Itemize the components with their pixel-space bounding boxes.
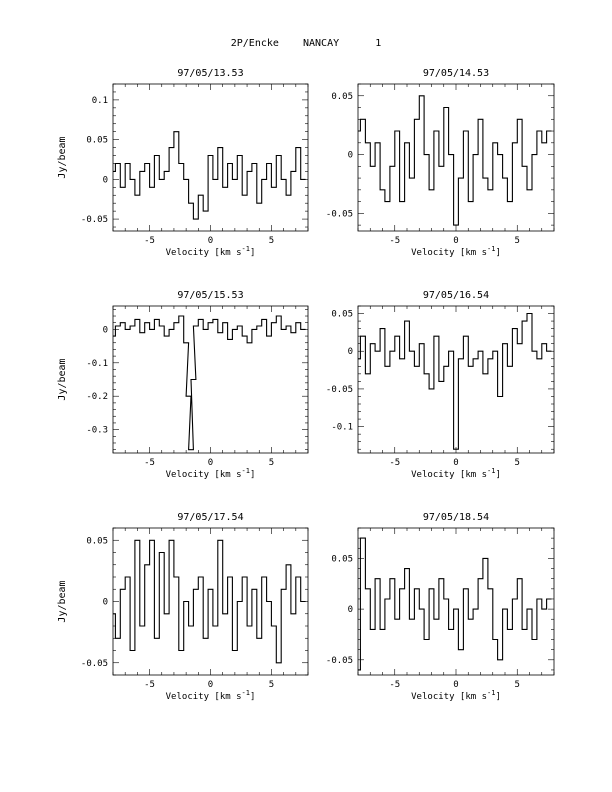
x-tick-label: 5 (515, 236, 520, 246)
x-tick-label: 0 (208, 236, 213, 246)
y-tick-label: 0.1 (92, 96, 108, 106)
panel-4: -5 0 5 -0.1 -0.05 0 0.05 97/05/16.54 Velocity [k… (326, 290, 555, 480)
plot-frame (112, 527, 309, 676)
x-tick-label: 5 (515, 680, 520, 690)
y-tick-label: -0.2 (86, 392, 108, 402)
plot-frame (357, 305, 555, 454)
spectrum-line (358, 537, 552, 671)
panel-1: -5 0 5 -0.05 0 0.05 0.1 97/05/13.53 Velocity [km… (57, 68, 309, 258)
x-tick-label: 0 (208, 458, 213, 468)
x-axis-label: Velocity [km s-1] (166, 467, 256, 480)
x-axis-label: Velocity [km s-1] (166, 689, 256, 702)
y-axis-label: Jy/beam (57, 580, 68, 622)
y-tick-label: 0.05 (331, 310, 353, 320)
y-tick-label: 0.05 (331, 554, 353, 564)
x-tick-label: 0 (453, 680, 458, 690)
x-tick-label: -5 (389, 458, 400, 468)
y-tick-label: -0.05 (81, 215, 108, 225)
panel-6: -5 0 5 -0.05 0 0.05 97/05/18.54 Velocity [km s-… (326, 512, 555, 702)
y-tick-label: -0.05 (326, 656, 353, 666)
y-tick-label: 0 (348, 151, 353, 161)
y-tick-label: -0.3 (86, 426, 108, 436)
plot-frame (112, 305, 309, 454)
panel-5: -5 0 5 -0.05 0 0.05 97/05/17.54 Velocity [km s-… (57, 512, 309, 702)
y-tick-label: 0 (103, 175, 108, 185)
y-tick-label: 0.05 (331, 92, 353, 102)
x-tick-label: -5 (389, 680, 400, 690)
panel-3: -5 0 5 -0.3 -0.2 -0.1 0 97/05/15.53 Velocity [km… (57, 290, 309, 480)
panel-2: -5 0 5 -0.05 0 0.05 97/05/14.53 Velocity [km s-… (326, 68, 555, 258)
y-tick-label: 0 (348, 605, 353, 615)
x-tick-label: 5 (269, 680, 274, 690)
x-axis-label: Velocity [km s-1] (411, 689, 501, 702)
y-tick-label: -0.05 (326, 209, 353, 219)
y-tick-label: -0.1 (86, 359, 108, 369)
x-tick-label: 5 (269, 458, 274, 468)
x-tick-label: -5 (144, 680, 155, 690)
panel-title: 97/05/13.53 (177, 68, 243, 79)
spectrum-line (113, 539, 306, 664)
y-tick-label: 0 (103, 325, 108, 335)
y-axis-label: Jy/beam (57, 358, 68, 400)
y-tick-label: -0.1 (331, 423, 353, 433)
panel-title: 97/05/15.53 (177, 290, 243, 301)
x-tick-label: 0 (208, 680, 213, 690)
y-axis-label: Jy/beam (57, 136, 68, 178)
plot-frame (112, 83, 309, 232)
x-tick-label: -5 (389, 236, 400, 246)
y-tick-label: 0.05 (86, 536, 108, 546)
plot-frame (357, 83, 555, 232)
spectrum-line (113, 315, 306, 451)
x-tick-label: -5 (144, 458, 155, 468)
x-axis-label: Velocity [km s-1] (166, 245, 256, 258)
y-tick-label: -0.05 (81, 659, 108, 669)
plot-frame (357, 527, 555, 676)
x-tick-label: -5 (144, 236, 155, 246)
x-tick-label: 0 (453, 458, 458, 468)
spectrum-line (358, 95, 552, 226)
y-tick-label: 0 (348, 347, 353, 357)
panel-title: 97/05/17.54 (177, 512, 243, 523)
y-tick-label: 0 (103, 598, 108, 608)
x-axis-label: Velocity [km s-1] (411, 467, 501, 480)
x-tick-label: 5 (515, 458, 520, 468)
panel-title: 97/05/18.54 (423, 512, 489, 523)
x-tick-label: 0 (453, 236, 458, 246)
y-tick-label: 0.05 (86, 136, 108, 146)
x-axis-label: Velocity [km s-1] (411, 245, 501, 258)
panel-title: 97/05/16.54 (423, 290, 489, 301)
spectrum-line (113, 131, 306, 220)
spectrum-line (358, 312, 552, 450)
panel-title: 97/05/14.53 (423, 68, 489, 79)
y-tick-label: -0.05 (326, 385, 353, 395)
x-tick-label: 5 (269, 236, 274, 246)
page-title: 2P/Encke NANCAY 1 (230, 38, 382, 49)
